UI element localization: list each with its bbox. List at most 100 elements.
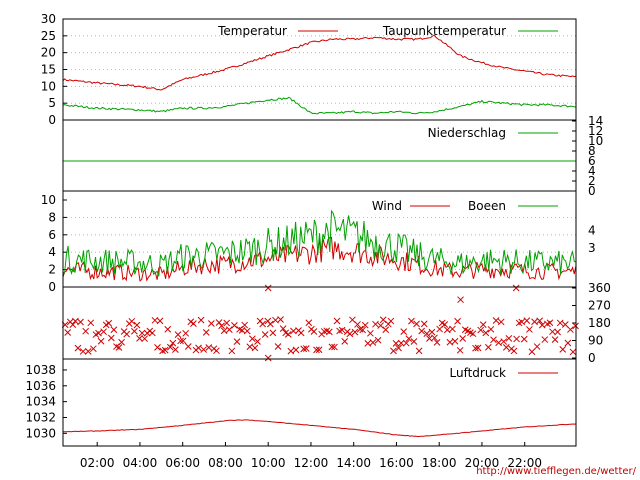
wind-direction-point (174, 331, 182, 339)
wind-direction-point (457, 296, 464, 304)
wind-direction-point (164, 325, 172, 333)
wind-direction-point (87, 319, 95, 327)
wind-direction-point (472, 344, 479, 352)
wind-direction-point (528, 348, 536, 356)
pressure-y-tick-label: 1036 (25, 379, 56, 393)
wind-direction-point (559, 346, 567, 353)
temperature-y-tick-label: 5 (48, 96, 56, 110)
wind-direction-point (64, 329, 72, 336)
wind-direction-point (338, 326, 346, 334)
wind-direction-point (133, 321, 141, 329)
wind-direction-point (520, 335, 528, 343)
wind-direction-point (205, 344, 213, 351)
wind-direction-point (379, 316, 387, 324)
wind-direction-point (177, 337, 184, 345)
temperature-series-temperatur-line (62, 34, 577, 91)
wind-direction-point (395, 344, 402, 352)
precipitation-y-tick-label: 2 (588, 174, 596, 188)
wind-direction-point (249, 335, 256, 343)
wind-direction-point (369, 339, 377, 346)
wind-direction-point (428, 328, 436, 336)
wind-direction-point (485, 343, 492, 351)
wind-direction-point (141, 335, 149, 343)
wind-direction-point (264, 284, 272, 292)
wind-direction-point (241, 321, 249, 329)
wind-direction-point (320, 328, 328, 335)
wind-direction-point (420, 320, 428, 328)
wind-direction-point (510, 347, 518, 355)
wind-direction-point (341, 338, 349, 345)
wind-direction-point (287, 347, 295, 355)
wind-direction-y-tick-label: 180 (588, 316, 611, 330)
wind-direction-point (243, 327, 251, 335)
wind-direction-point (223, 319, 231, 327)
wind-direction-point (310, 328, 318, 335)
wind-direction-point (218, 322, 225, 330)
wind-direction-point (97, 337, 105, 345)
wind-direction-point (313, 346, 320, 354)
wind-direction-point (536, 317, 544, 325)
wind-direction-point (402, 339, 410, 347)
wind-direction-point (110, 326, 118, 334)
wind-direction-point (390, 347, 397, 355)
wind-direction-point (118, 338, 125, 346)
wind-direction-point (423, 330, 431, 337)
pressure-frame (62, 358, 577, 447)
wind-direction-point (549, 328, 556, 336)
pressure-legend-label: Luftdruck (449, 366, 506, 380)
wind-direction-point (279, 325, 287, 332)
temperature-y-tick-label: 25 (41, 29, 56, 43)
precipitation-y-tick-label: 4 (588, 164, 596, 178)
wind-direction-point (274, 343, 282, 350)
x-tick-label: 22:00 (507, 456, 542, 470)
wind-direction-point (492, 317, 500, 324)
wind-direction-point (490, 336, 497, 344)
wind-direction-point (346, 330, 354, 338)
wind-y-tick-label: 6 (48, 228, 56, 242)
wind-direction-point (382, 326, 390, 334)
source-url-label: http://www.tiefflegen.de/wetter/ (476, 466, 636, 477)
x-tick-label: 18:00 (422, 456, 457, 470)
wind-direction-point (361, 321, 369, 329)
wind-direction-point (254, 338, 261, 345)
wind-direction-point (246, 343, 254, 351)
temperature-y-tick-label: 30 (41, 12, 56, 26)
wind-direction-point (220, 327, 228, 335)
wind-direction-point (172, 346, 179, 354)
x-axis-tick-labels: 02:00 04:00 06:00 08:00 10:00 12:00 14:00 16:00… (80, 442, 542, 470)
wind-direction-point (513, 335, 520, 343)
wind-direction-point (546, 319, 554, 327)
wind-direction-point (459, 335, 467, 342)
temperature-y-tick-label: 10 (41, 79, 56, 93)
wind-legend-label: Wind (372, 199, 402, 213)
x-tick-label: 10:00 (251, 456, 286, 470)
wind-direction-point (374, 336, 382, 344)
precipitation-y-tick-label: 12 (588, 124, 603, 138)
wind-direction-point (561, 321, 569, 328)
temperature-y-tick-label: 0 (48, 113, 56, 127)
x-tick-label: 20:00 (465, 456, 500, 470)
wind-direction-point (387, 317, 395, 325)
wind-direction-point (197, 316, 205, 324)
wind-direction-point (487, 325, 495, 333)
wind-direction-y-tick-label: 90 (588, 334, 603, 348)
wind-direction-point (551, 336, 559, 343)
wind-direction-point (556, 319, 564, 327)
wind-right-label: 4 (588, 223, 596, 237)
wind-direction-y-tick-label: 0 (588, 351, 596, 365)
wind-direction-point (531, 318, 538, 326)
wind-direction-point (233, 338, 241, 346)
wind-series-boeen-line (62, 209, 577, 277)
wind-direction-point (302, 345, 310, 352)
wind-direction-point (284, 331, 292, 338)
wind-direction-point (454, 317, 461, 325)
wind-right-label: 3 (588, 241, 596, 255)
wind-direction-point (315, 346, 323, 354)
wind-direction-point (372, 320, 379, 328)
wind-direction-point (179, 337, 187, 345)
wind-direction-point (300, 345, 308, 353)
precipitation-y-tick-label: 8 (588, 144, 596, 158)
wind-direction-point (200, 346, 208, 353)
